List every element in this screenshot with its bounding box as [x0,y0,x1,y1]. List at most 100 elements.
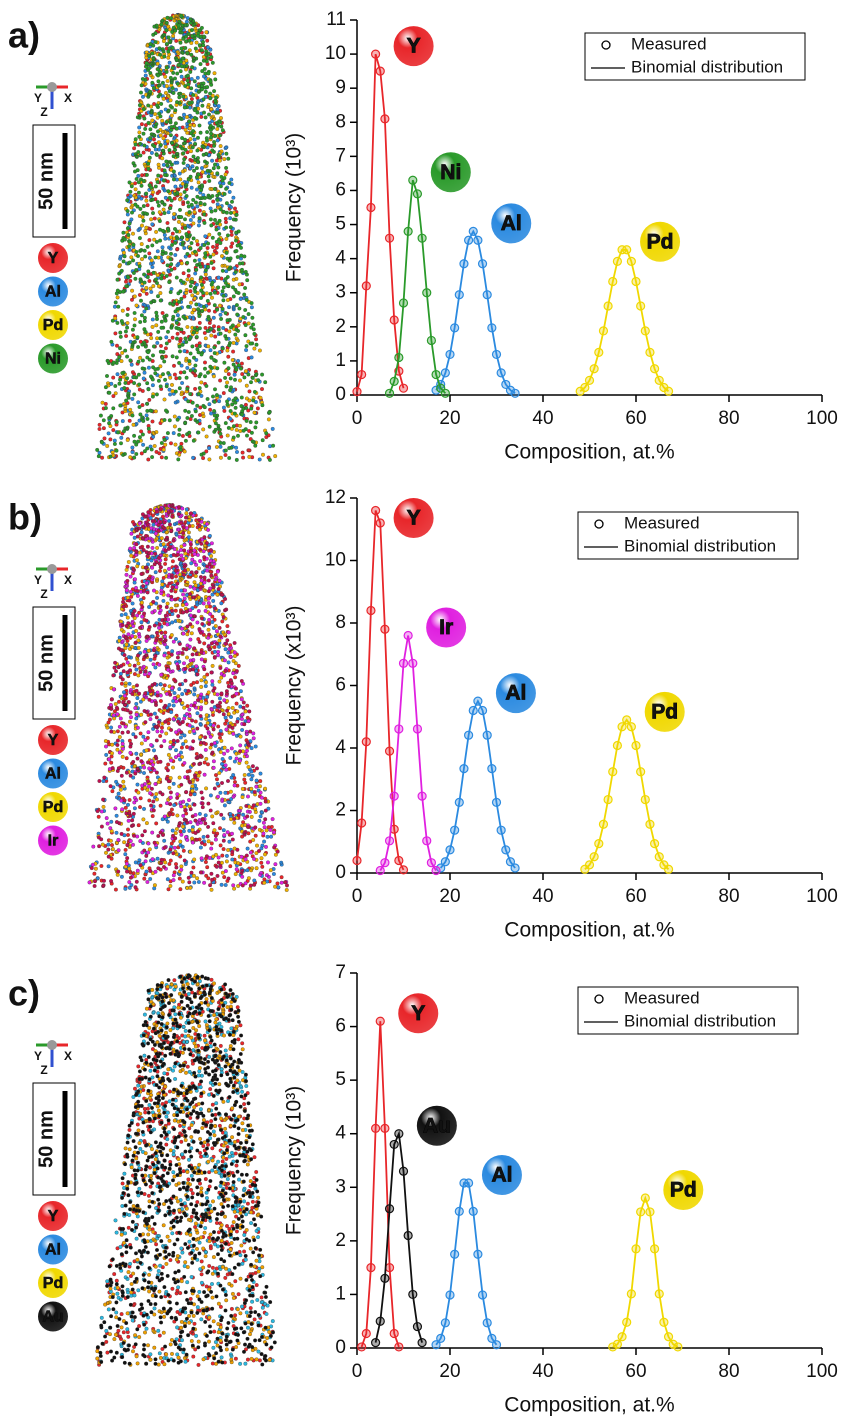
scale-label: 50 nm [35,152,57,210]
x-tick-label: 40 [532,408,553,429]
measured-point [505,385,516,395]
measured-point [473,696,483,706]
measured-point [501,845,511,855]
scale-box [32,124,76,238]
measured-point [394,352,404,363]
atom-cloud [88,503,284,891]
panel-label: a) [8,15,40,56]
element-label: Al [45,284,61,301]
measured-point [371,49,381,59]
measured-point [394,855,404,866]
y-tick-label: 3 [335,282,346,303]
element-ball [38,825,68,856]
measured-point [668,1339,678,1349]
element-label: Al [491,1164,512,1187]
triad-origin [47,1040,57,1050]
measured-point [612,1339,623,1349]
element-ball [640,221,681,262]
y-tick-label: 0 [335,862,346,883]
measured-point [622,245,632,255]
element-ball [663,1170,704,1210]
measured-point [636,1207,646,1217]
measured-point [468,705,478,716]
triad-label: X [64,573,72,587]
measured-point [505,857,516,867]
measured-point [617,245,627,255]
measured-point [589,852,599,862]
measured-point [384,746,395,756]
measured-point [496,368,506,378]
measured-point [473,235,483,245]
y-tick-label: 2 [335,316,346,337]
measured-point [408,1289,418,1300]
element-label: Au [42,1309,63,1326]
measured-point [403,1230,413,1241]
measured-point [380,858,390,868]
element-label: Y [48,732,59,749]
measured-point [398,865,409,875]
scale-label: 50 nm [35,634,57,692]
binomial-line [360,1021,400,1348]
measured-point [398,298,409,308]
measured-point [459,1178,469,1188]
binomial-line [356,510,405,871]
measured-point [417,1338,427,1348]
measured-point [389,1328,399,1339]
y-tick-label: 7 [335,962,346,983]
measured-point [375,865,385,876]
measured-point [612,740,623,751]
measured-point [598,819,609,829]
x-tick-label: 20 [439,408,460,429]
legend-label: Binomial distribution [624,1011,776,1030]
element-ball [38,725,68,755]
element-label: Pd [670,1179,697,1202]
measured-point [584,375,595,385]
element-label: Pd [43,799,63,816]
element-label: Y [48,1208,59,1225]
measured-point [468,1206,478,1216]
measured-point [640,794,650,805]
measured-point [357,818,367,828]
measured-point [454,290,464,300]
measured-point [445,1290,455,1300]
measured-point [366,202,376,213]
atom-cloud [95,974,277,1366]
element-ball [398,993,439,1034]
measured-point [622,1317,632,1327]
measured-point [608,1342,618,1352]
element-ball [393,498,434,538]
triad-label: Y [34,1049,42,1063]
measured-point [436,1333,446,1343]
measured-point [384,388,395,398]
measured-point [431,369,441,380]
element-label: Ni [440,161,461,184]
measured-point [454,797,464,807]
measured-point [631,276,641,287]
measured-point [612,256,623,266]
element-label: Al [501,212,522,235]
triad-label: Z [40,587,47,601]
measured-point [464,730,474,740]
element-label: Ni [45,351,61,368]
measured-point [663,1332,674,1342]
binomial-line [388,179,447,394]
element-ball [481,1155,522,1195]
element-ball [38,1201,68,1231]
measured-point [477,259,488,269]
measured-point [361,281,371,291]
legend-label: Measured [624,513,700,532]
x-tick-label: 20 [439,886,460,907]
atom-cloud [89,503,289,890]
measured-point [394,1129,404,1139]
measured-point [380,1123,390,1133]
y-tick-label: 1 [335,350,346,371]
element-ball [38,792,68,822]
x-axis-title: Composition, at.% [504,919,674,942]
atom-cloud [89,503,289,892]
measured-point [431,385,441,395]
measured-point [454,1206,464,1216]
atom-cloud [95,14,276,462]
measured-point [375,1016,385,1026]
